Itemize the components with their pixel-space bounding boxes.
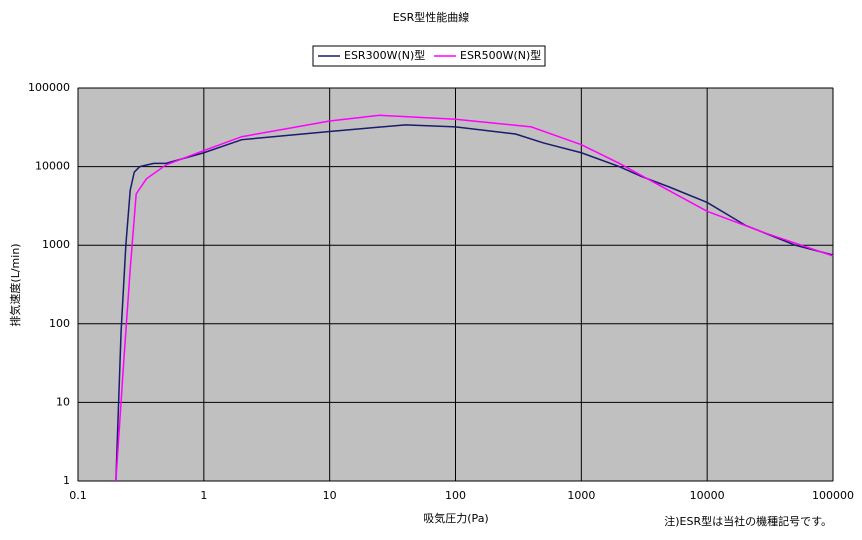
x-tick-label: 1000	[567, 489, 595, 502]
y-tick-label: 10	[56, 395, 70, 408]
y-tick-label: 100000	[28, 81, 70, 94]
note: 注)ESR型は当社の機種記号です。	[664, 514, 832, 528]
x-tick-label: 100	[445, 489, 466, 502]
legend-label: ESR300W(N)型	[344, 48, 425, 62]
series-line	[115, 124, 834, 482]
y-tick-label: 100	[49, 317, 70, 330]
x-tick-label: 100000	[812, 489, 854, 502]
x-tick-label: 10000	[690, 489, 725, 502]
x-tick-label: 10	[323, 489, 337, 502]
y-tick-label: 10000	[35, 160, 70, 173]
y-axis-label: 排気速度(L/min)	[8, 243, 22, 326]
series-line	[115, 114, 834, 482]
chart-title: ESR型性能曲線	[393, 10, 470, 24]
legend-box	[312, 45, 546, 67]
x-tick-label: 1	[200, 489, 207, 502]
x-axis-label: 吸気圧力(Pa)	[423, 511, 488, 525]
y-tick-label: 1	[63, 474, 70, 487]
y-tick-label: 1000	[42, 238, 70, 251]
legend-label: ESR500W(N)型	[460, 48, 541, 62]
x-tick-label: 0.1	[69, 489, 87, 502]
